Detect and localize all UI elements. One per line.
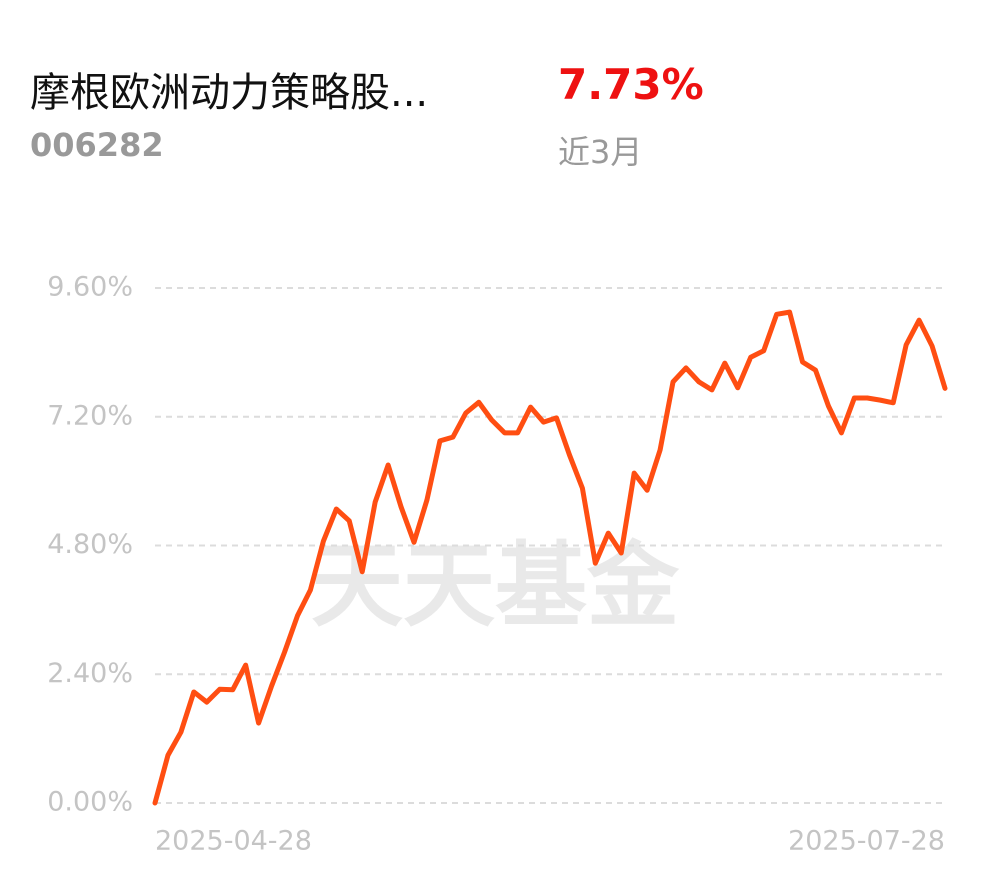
period: 近3月	[558, 133, 643, 171]
y-tick-label: 9.60%	[47, 272, 133, 303]
y-tick-label: 0.00%	[47, 787, 133, 818]
fund-name: 摩根欧洲动力策略股...	[30, 70, 429, 116]
y-tick-label: 4.80%	[47, 529, 133, 560]
return-value: 7.73%	[558, 60, 704, 109]
fund-code: 006282	[30, 126, 164, 164]
x-tick-label: 2025-07-28	[788, 826, 945, 857]
line-series	[152, 309, 948, 806]
y-tick-label: 2.40%	[47, 658, 133, 689]
y-tick-label: 7.20%	[47, 400, 133, 431]
x-tick-label: 2025-04-28	[155, 826, 312, 857]
